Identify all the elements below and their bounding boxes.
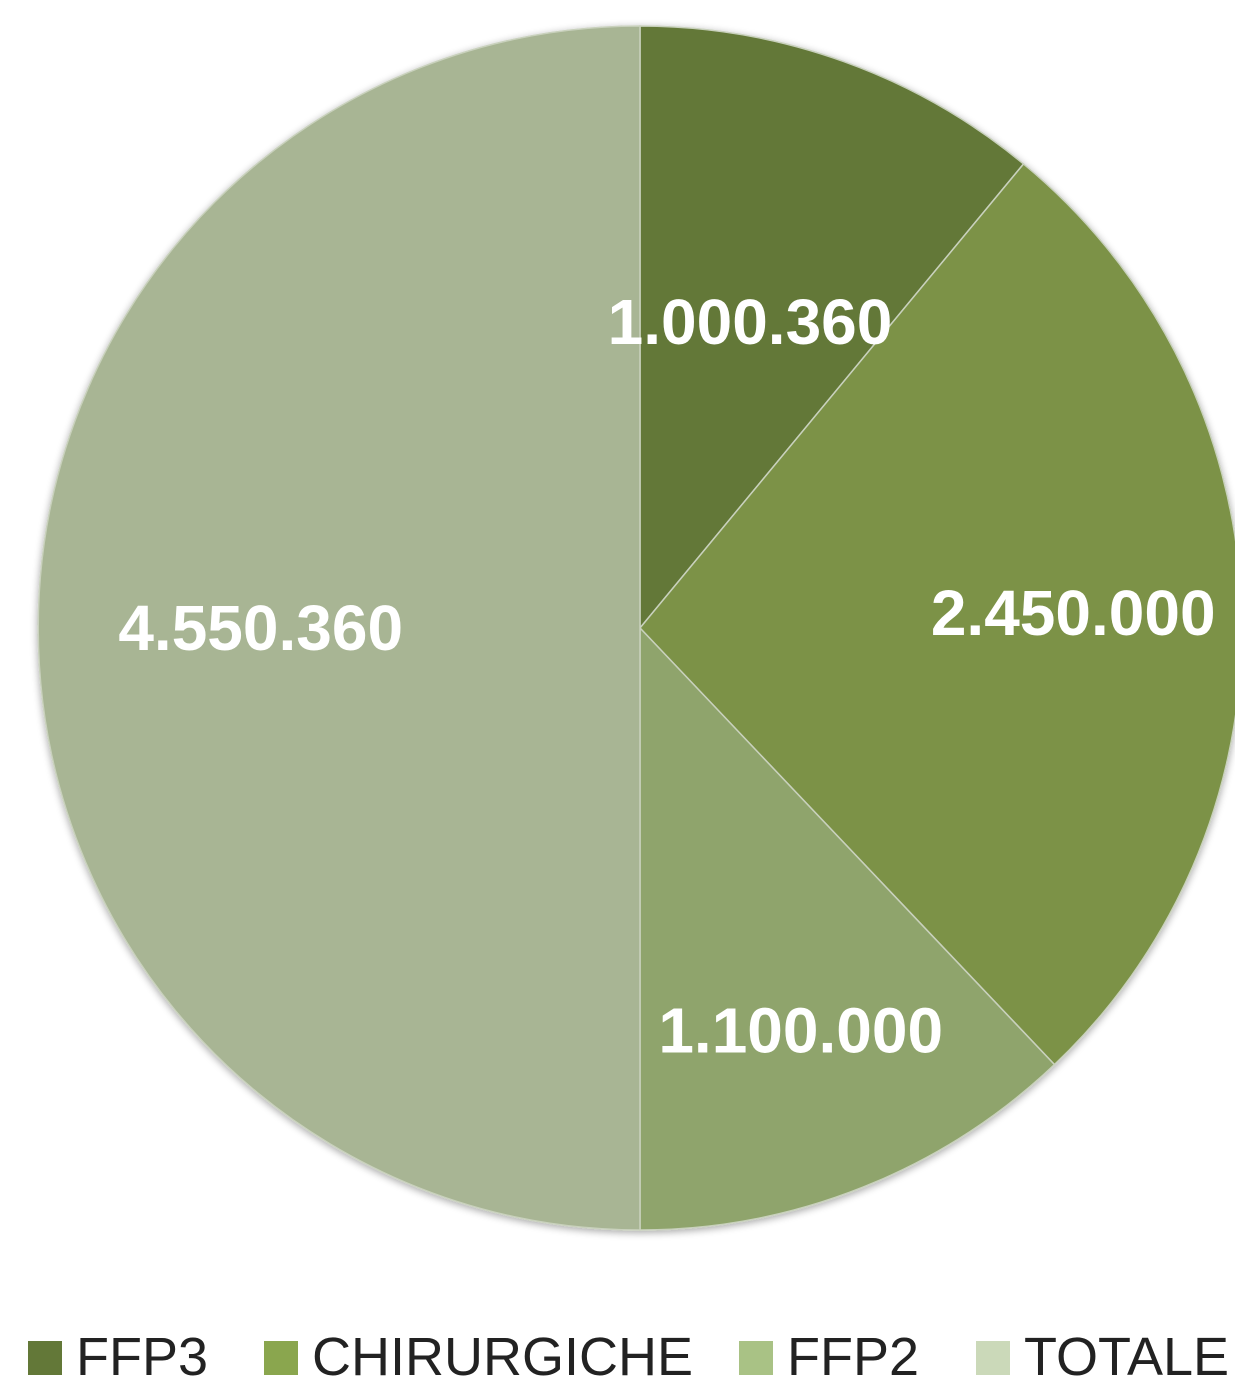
data-label-ffp2: 1.100.000 bbox=[658, 995, 943, 1067]
legend: FFP3 CHIRURGICHE FFP2 TOTALE bbox=[0, 1328, 1235, 1387]
legend-swatch-ffp2 bbox=[739, 1340, 773, 1375]
data-label-ffp3: 1.000.360 bbox=[608, 286, 893, 358]
data-label-chirurgiche: 2.450.000 bbox=[931, 577, 1216, 649]
legend-label-ffp2: FFP2 bbox=[787, 1327, 920, 1387]
legend-item-chirurgiche: CHIRURGICHE bbox=[264, 1328, 693, 1387]
legend-item-ffp2: FFP2 bbox=[739, 1328, 919, 1387]
pie-slice-totale bbox=[37, 25, 641, 1231]
legend-item-ffp3: FFP3 bbox=[28, 1328, 208, 1387]
pie-slice-ffp2 bbox=[639, 626, 1056, 1231]
legend-swatch-ffp3 bbox=[28, 1340, 62, 1375]
legend-item-totale: TOTALE bbox=[976, 1328, 1229, 1387]
pie-slice-chirurgiche bbox=[638, 162, 1235, 1066]
legend-label-totale: TOTALE bbox=[1024, 1327, 1230, 1387]
pie-slices bbox=[37, 25, 1235, 1231]
legend-swatch-chirurgiche bbox=[264, 1340, 298, 1375]
legend-label-chirurgiche: CHIRURGICHE bbox=[312, 1327, 694, 1387]
pie-slice-ffp3 bbox=[639, 25, 1025, 631]
legend-label-ffp3: FFP3 bbox=[76, 1327, 209, 1387]
pie-data-labels: 1.000.360 2.450.000 1.100.000 4.550.360 bbox=[118, 286, 1216, 1067]
legend-swatch-totale bbox=[976, 1340, 1010, 1375]
data-label-totale: 4.550.360 bbox=[118, 592, 403, 664]
